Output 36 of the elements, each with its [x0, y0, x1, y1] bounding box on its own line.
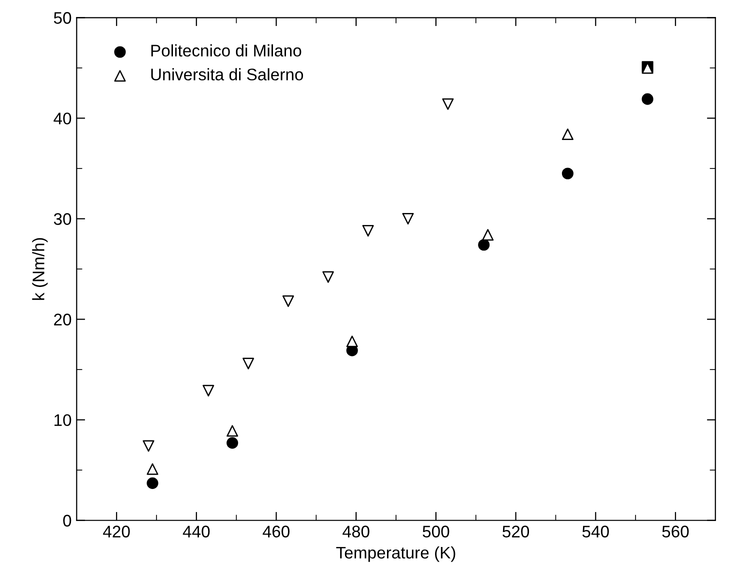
point: [346, 336, 358, 348]
y-axis-title: k (Nm/h): [32, 238, 48, 300]
point: [642, 93, 654, 105]
x-tick-label: 440: [182, 526, 210, 538]
point: [226, 437, 238, 449]
x-tick-label: 560: [662, 526, 689, 538]
point: [478, 239, 490, 251]
point: [562, 168, 574, 180]
y-tick-label: 50: [54, 12, 72, 24]
x-tick-label: 480: [342, 526, 370, 538]
point: [282, 295, 294, 307]
y-tick-label: 30: [54, 213, 72, 225]
y-tick-label: 40: [54, 112, 72, 124]
x-axis-title: Temperature (K): [336, 546, 456, 562]
x-tick-label: 500: [422, 526, 450, 538]
legend-label: Universita di Salerno: [151, 68, 304, 80]
point: [362, 225, 374, 237]
point: [482, 229, 494, 241]
x-tick-label: 520: [502, 526, 530, 538]
point: [146, 463, 158, 475]
point: [202, 384, 214, 396]
point: [442, 98, 454, 110]
point: [226, 425, 238, 437]
y-tick-label: 20: [54, 314, 72, 326]
legend-label: Politecnico di Milano: [151, 44, 302, 57]
y-tick-label: 0: [63, 514, 72, 527]
point: [322, 271, 334, 283]
y-tick-label: 10: [54, 414, 72, 426]
x-tick-label: 460: [262, 526, 290, 538]
point: [242, 358, 254, 370]
point: [402, 212, 414, 225]
x-tick-label: 420: [103, 526, 130, 538]
x-tick-label: 540: [582, 526, 609, 538]
point: [146, 477, 158, 489]
point: [142, 440, 154, 452]
point: [562, 128, 574, 140]
